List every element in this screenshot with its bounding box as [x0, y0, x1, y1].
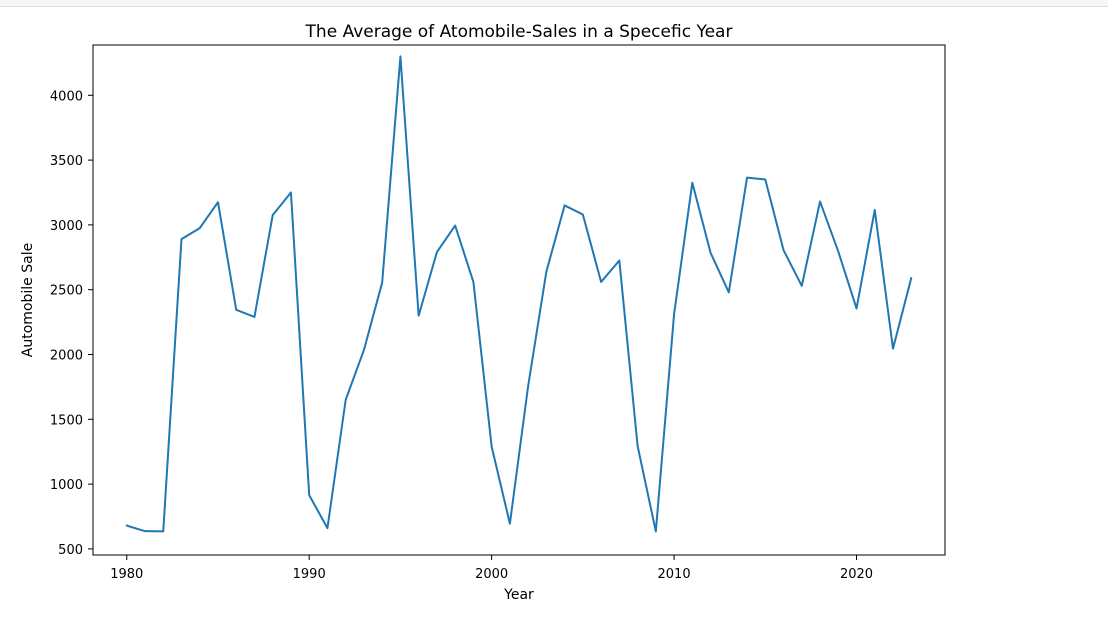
- y-axis: 500 1000 1500 2000 2500 3000 3500 4000: [50, 89, 93, 558]
- plot-area-frame: [92, 44, 946, 556]
- x-tick-label: 1990: [293, 567, 326, 582]
- y-tick-label: 3500: [50, 154, 83, 169]
- data-points: [126, 56, 912, 532]
- chart-title: The Average of Atomobile-Sales in a Spec…: [305, 22, 733, 42]
- y-tick-label: 500: [58, 543, 83, 558]
- y-tick-label: 4000: [50, 89, 83, 104]
- notebook-output-top-border: [0, 0, 1108, 7]
- x-tick-label: 2020: [840, 567, 873, 582]
- x-tick-label: 2000: [475, 567, 508, 582]
- x-tick-label: 2010: [658, 567, 691, 582]
- series-line: [125, 55, 913, 533]
- x-axis-label: Year: [503, 587, 534, 603]
- x-axis: 1980 1990 2000 2010 2020: [110, 555, 873, 582]
- x-tick-label: 1980: [110, 567, 143, 582]
- y-axis-label: Automobile Sale: [20, 243, 36, 357]
- y-tick-label: 1000: [50, 478, 83, 493]
- y-tick-label: 1500: [50, 413, 83, 428]
- y-tick-label: 2500: [50, 284, 83, 299]
- y-tick-label: 3000: [50, 219, 83, 234]
- y-tick-label: 2000: [50, 348, 83, 363]
